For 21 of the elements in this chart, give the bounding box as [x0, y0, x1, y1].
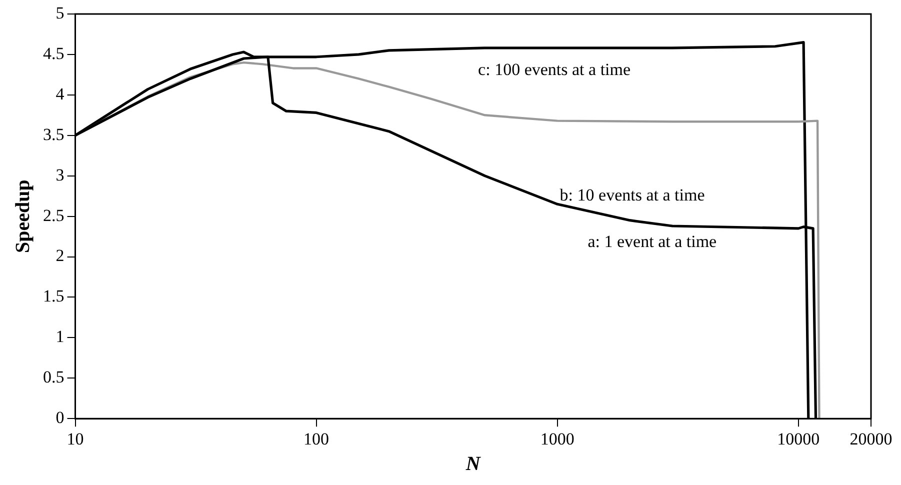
y-tick-label: 4: [56, 84, 65, 104]
y-tick-label: 3: [56, 165, 64, 184]
y-tick-label: 3.5: [43, 124, 64, 144]
y-axis-title: Speedup: [12, 180, 34, 253]
annotation: b: 10 events at a time: [560, 186, 705, 205]
y-tick-label: 5: [56, 3, 64, 22]
annotation: c: 100 events at a time: [478, 60, 631, 80]
x-tick-label: 1000: [540, 429, 574, 448]
y-tick-label: 1.5: [43, 286, 64, 306]
y-tick-label: 2: [56, 246, 64, 266]
x-axis-title: N: [464, 453, 482, 476]
x-tick-label: 10000: [777, 429, 820, 448]
x-tick-label: 20000: [850, 429, 892, 448]
x-tick-label: 100: [304, 429, 330, 448]
x-tick-label: 10: [66, 429, 84, 448]
annotation: a: 1 event at a time: [588, 232, 717, 252]
y-tick-label: 0: [56, 408, 64, 428]
y-tick-label: 1: [56, 327, 64, 346]
y-tick-label: 0.5: [43, 368, 64, 387]
y-tick-label: 2.5: [43, 206, 64, 225]
y-tick-label: 4.5: [43, 44, 64, 63]
